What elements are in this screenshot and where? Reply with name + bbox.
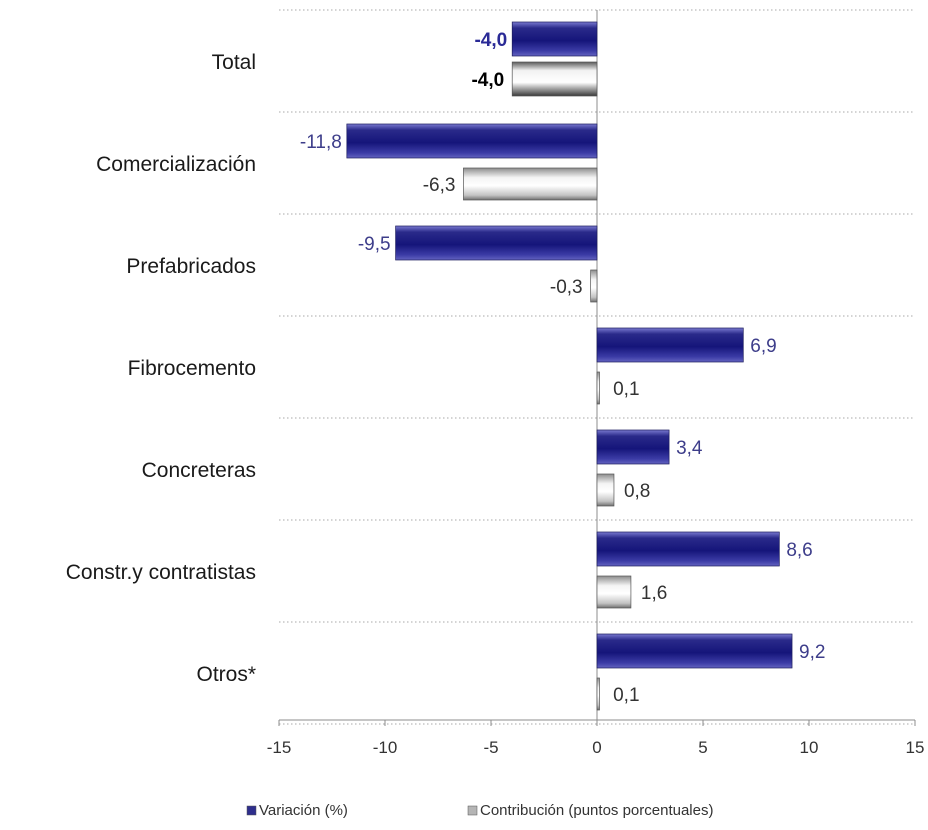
value-label-contribucion: -4,0 [471,70,504,91]
legend-label: Variación (%) [259,802,348,819]
category-label: Concreteras [142,459,256,482]
bar-variacion [511,21,598,57]
x-tick-label: 10 [800,738,819,757]
bars: -4,0 -4,0 -11,8 -6,3 -9,5 -0,3 6,9 0,1 3,4 0,8 8,6… [300,21,825,711]
bar-variacion [596,327,744,363]
bar-variacion [596,429,670,465]
value-label-variacion: 9,2 [799,642,825,663]
bar-contribucion [596,473,615,507]
bar-variacion [596,531,780,567]
legend-swatch [246,805,257,816]
category-label: Fibrocemento [128,357,256,380]
legend: Variación (%) Contribución (puntos porcen… [246,802,713,819]
value-label-contribucion: -0,3 [550,277,583,298]
x-tick-label: -10 [373,738,398,757]
bar-variacion [395,225,598,261]
x-tick-label: 0 [592,738,601,757]
value-label-variacion: -9,5 [358,234,391,255]
legend-label: Contribución (puntos porcentuales) [480,802,713,819]
value-label-variacion: 6,9 [750,336,776,357]
bar-variacion [346,123,598,159]
value-label-contribucion: 0,1 [613,379,639,400]
bar-contribucion [596,677,600,711]
value-label-variacion: 3,4 [676,438,703,459]
value-label-contribucion: 0,1 [613,685,639,706]
value-label-contribucion: 0,8 [624,481,650,502]
x-tick-label: 15 [906,738,925,757]
category-labels: Total Comercialización Prefabricados Fibroc… [66,51,256,686]
value-label-contribucion: -6,3 [423,175,456,196]
x-axis: -15 -10 -5 0 5 10 15 [267,10,925,757]
category-label: Comercialización [96,153,256,176]
category-label: Total [212,51,256,74]
value-label-contribucion: 1,6 [641,583,667,604]
x-tick-label: 5 [698,738,707,757]
bar-contribucion [463,167,598,201]
category-label: Constr.y contratistas [66,561,256,584]
bar-variacion [596,633,793,669]
x-tick-label: -15 [267,738,292,757]
category-label: Prefabricados [126,255,256,278]
value-label-variacion: 8,6 [786,540,812,561]
bar-contribucion [511,61,598,97]
bar-contribucion [596,371,600,405]
bar-contribucion [596,575,632,609]
value-label-variacion: -4,0 [474,30,507,51]
legend-swatch [467,805,478,816]
bar-contribucion [590,269,598,303]
category-label: Otros* [196,663,256,686]
x-tick-label: -5 [483,738,498,757]
value-label-variacion: -11,8 [300,132,342,153]
